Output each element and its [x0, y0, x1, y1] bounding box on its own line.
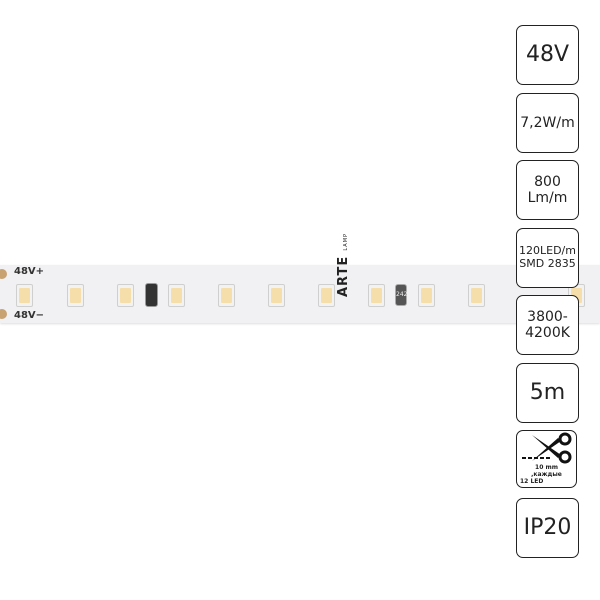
brand-logo: ARTE LAMP — [336, 232, 351, 297]
component — [145, 283, 158, 307]
led-chip — [368, 284, 385, 307]
led-chip — [468, 284, 485, 307]
spec-cut: 10 mm ,каждые 12 LED — [516, 430, 577, 488]
led-chip — [67, 284, 84, 307]
led-chip — [418, 284, 435, 307]
scissors-icon — [522, 432, 572, 464]
spec-power: 7,2W/m — [516, 93, 579, 153]
led-strip: 48V+ 48V− ARTE LAMP 242 — [0, 233, 600, 323]
spec-cct: 3800- 4200K — [516, 295, 579, 355]
led-chip — [318, 284, 335, 307]
led-chip — [168, 284, 185, 307]
spec-voltage: 48V — [516, 25, 579, 85]
resistor: 242 — [395, 284, 407, 306]
led-chip — [268, 284, 285, 307]
spec-ip: IP20 — [516, 498, 579, 558]
minus-label: 48V− — [14, 310, 45, 321]
spec-flux: 800 Lm/m — [516, 160, 579, 220]
led-chip — [16, 284, 33, 307]
led-chip — [117, 284, 134, 307]
spec-density: 120LED/m SMD 2835 — [516, 228, 579, 288]
spec-length: 5m — [516, 363, 579, 423]
solder-pad — [0, 309, 7, 319]
led-chip — [218, 284, 235, 307]
plus-label: 48V+ — [14, 266, 45, 277]
solder-pad — [0, 269, 7, 279]
